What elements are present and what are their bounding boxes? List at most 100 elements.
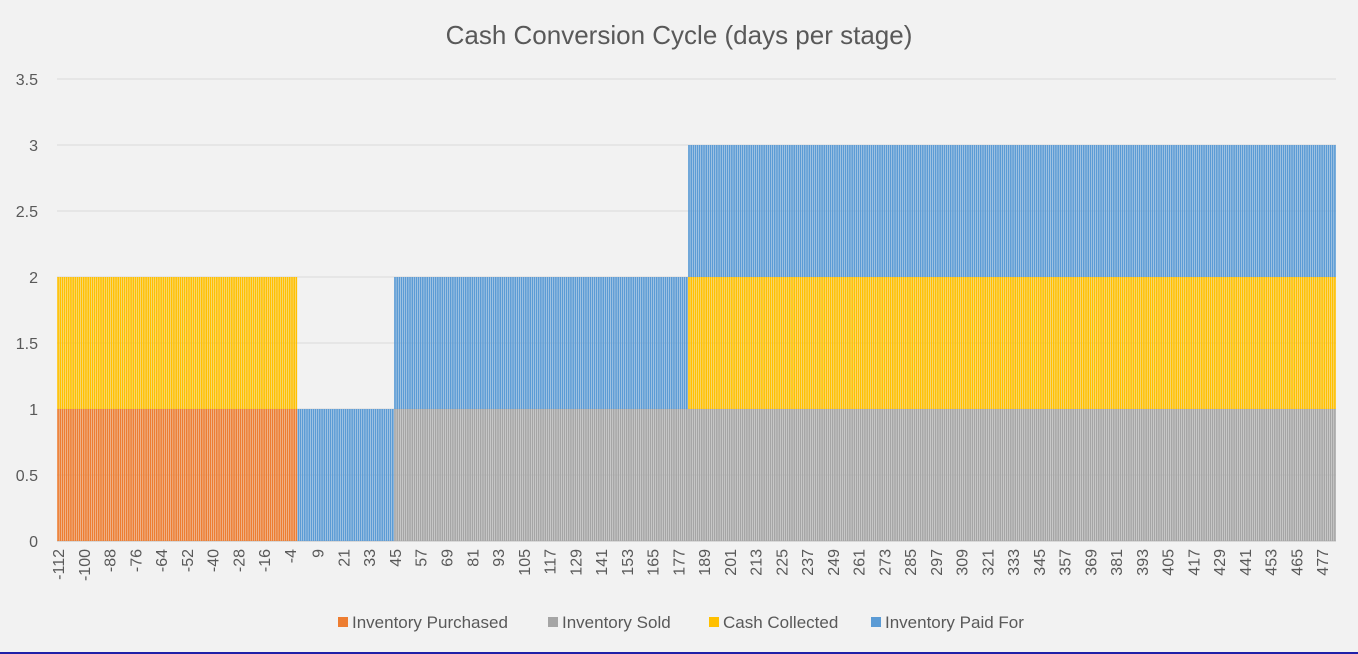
- bar-inventory-paid-for: [724, 145, 727, 277]
- bar-inventory-paid-for: [808, 145, 811, 277]
- bar-cash-collected: [241, 277, 244, 409]
- bar-cash-collected: [874, 277, 877, 409]
- bar-inventory-sold: [1252, 409, 1255, 541]
- bar-cash-collected: [1145, 277, 1147, 409]
- bar-inventory-paid-for: [907, 145, 909, 277]
- bar-inventory-paid-for: [1016, 145, 1019, 277]
- bar-inventory-sold: [1010, 409, 1012, 541]
- bar-cash-collected: [821, 277, 823, 409]
- bar-inventory-paid-for: [527, 277, 529, 409]
- bar-inventory-sold: [1291, 409, 1293, 541]
- bar-inventory-purchased: [74, 409, 77, 541]
- bar-inventory-sold: [808, 409, 811, 541]
- bar-inventory-paid-for: [582, 277, 585, 409]
- bar-inventory-purchased: [286, 409, 289, 541]
- bar-inventory-paid-for: [304, 409, 306, 541]
- bar-inventory-sold: [572, 409, 574, 541]
- x-tick-label: -4: [283, 549, 300, 563]
- bar-inventory-paid-for: [651, 277, 654, 409]
- bar-inventory-sold: [812, 409, 815, 541]
- bar-cash-collected: [731, 277, 733, 409]
- bar-inventory-sold: [475, 409, 478, 541]
- bar-inventory-sold: [604, 409, 607, 541]
- bar-inventory-sold: [625, 409, 628, 541]
- bar-inventory-sold: [988, 409, 991, 541]
- bar-cash-collected: [958, 277, 961, 409]
- bar-cash-collected: [894, 277, 896, 409]
- bar-cash-collected: [117, 277, 120, 409]
- bar-inventory-sold: [786, 409, 789, 541]
- bar-inventory-paid-for: [694, 145, 697, 277]
- bar-inventory-paid-for: [1226, 145, 1229, 277]
- bar-cash-collected: [1286, 277, 1289, 409]
- bar-cash-collected: [889, 277, 892, 409]
- bar-cash-collected: [1104, 277, 1107, 409]
- bar-cash-collected: [932, 277, 935, 409]
- bar-inventory-purchased: [239, 409, 242, 541]
- bar-cash-collected: [1327, 277, 1330, 409]
- bar-inventory-purchased: [168, 409, 171, 541]
- bar-inventory-sold: [1179, 409, 1182, 541]
- bar-cash-collected: [709, 277, 712, 409]
- bar-inventory-paid-for: [357, 409, 360, 541]
- bar-inventory-paid-for: [1108, 145, 1111, 277]
- bar-cash-collected: [784, 277, 787, 409]
- bar-inventory-sold: [1121, 409, 1124, 541]
- bar-inventory-paid-for: [900, 145, 903, 277]
- bar-inventory-purchased: [273, 409, 276, 541]
- bar-inventory-sold: [514, 409, 517, 541]
- bar-cash-collected: [999, 277, 1002, 409]
- bar-inventory-sold: [816, 409, 819, 541]
- bar-cash-collected: [696, 277, 699, 409]
- bar-cash-collected: [224, 277, 227, 409]
- bar-cash-collected: [1246, 277, 1248, 409]
- bar-inventory-paid-for: [540, 277, 542, 409]
- bar-inventory-sold: [698, 409, 701, 541]
- x-tick-label: 213: [749, 549, 766, 576]
- bar-inventory-sold: [793, 409, 795, 541]
- bar-inventory-paid-for: [518, 277, 521, 409]
- bar-inventory-sold: [477, 409, 480, 541]
- bar-inventory-paid-for: [516, 277, 519, 409]
- bar-cash-collected: [190, 277, 192, 409]
- bar-inventory-sold: [469, 409, 471, 541]
- bar-inventory-purchased: [158, 409, 160, 541]
- bar-inventory-paid-for: [338, 409, 341, 541]
- bar-cash-collected: [1136, 277, 1139, 409]
- bar-inventory-sold: [1267, 409, 1270, 541]
- bar-inventory-sold: [885, 409, 888, 541]
- bar-inventory-paid-for: [544, 277, 547, 409]
- bar-inventory-paid-for: [563, 277, 566, 409]
- bar-inventory-paid-for: [758, 145, 761, 277]
- bar-cash-collected: [1316, 277, 1319, 409]
- bar-inventory-paid-for: [870, 145, 873, 277]
- bar-inventory-sold: [686, 409, 688, 541]
- bar-inventory-sold: [1083, 409, 1085, 541]
- bar-cash-collected: [849, 277, 851, 409]
- bar-cash-collected: [1166, 277, 1169, 409]
- bar-inventory-sold: [1164, 409, 1167, 541]
- bar-cash-collected: [827, 277, 830, 409]
- bar-inventory-purchased: [198, 409, 201, 541]
- bar-inventory-sold: [982, 409, 984, 541]
- bar-cash-collected: [1261, 277, 1263, 409]
- bar-inventory-paid-for: [930, 145, 933, 277]
- bar-inventory-paid-for: [331, 409, 334, 541]
- bar-inventory-paid-for: [600, 277, 602, 409]
- bar-inventory-sold: [690, 409, 692, 541]
- bar-cash-collected: [1087, 277, 1089, 409]
- bar-inventory-paid-for: [452, 277, 454, 409]
- bar-inventory-sold: [413, 409, 416, 541]
- bar-cash-collected: [121, 277, 124, 409]
- bar-cash-collected: [876, 277, 879, 409]
- bar-cash-collected: [252, 277, 255, 409]
- bar-inventory-paid-for: [1175, 145, 1177, 277]
- bar-cash-collected: [1271, 277, 1274, 409]
- bar-inventory-sold: [975, 409, 978, 541]
- bar-cash-collected: [271, 277, 274, 409]
- bar-inventory-sold: [1186, 409, 1188, 541]
- bar-cash-collected: [1052, 277, 1055, 409]
- bar-inventory-paid-for: [432, 277, 435, 409]
- bar-inventory-paid-for: [479, 277, 482, 409]
- bar-inventory-sold: [821, 409, 823, 541]
